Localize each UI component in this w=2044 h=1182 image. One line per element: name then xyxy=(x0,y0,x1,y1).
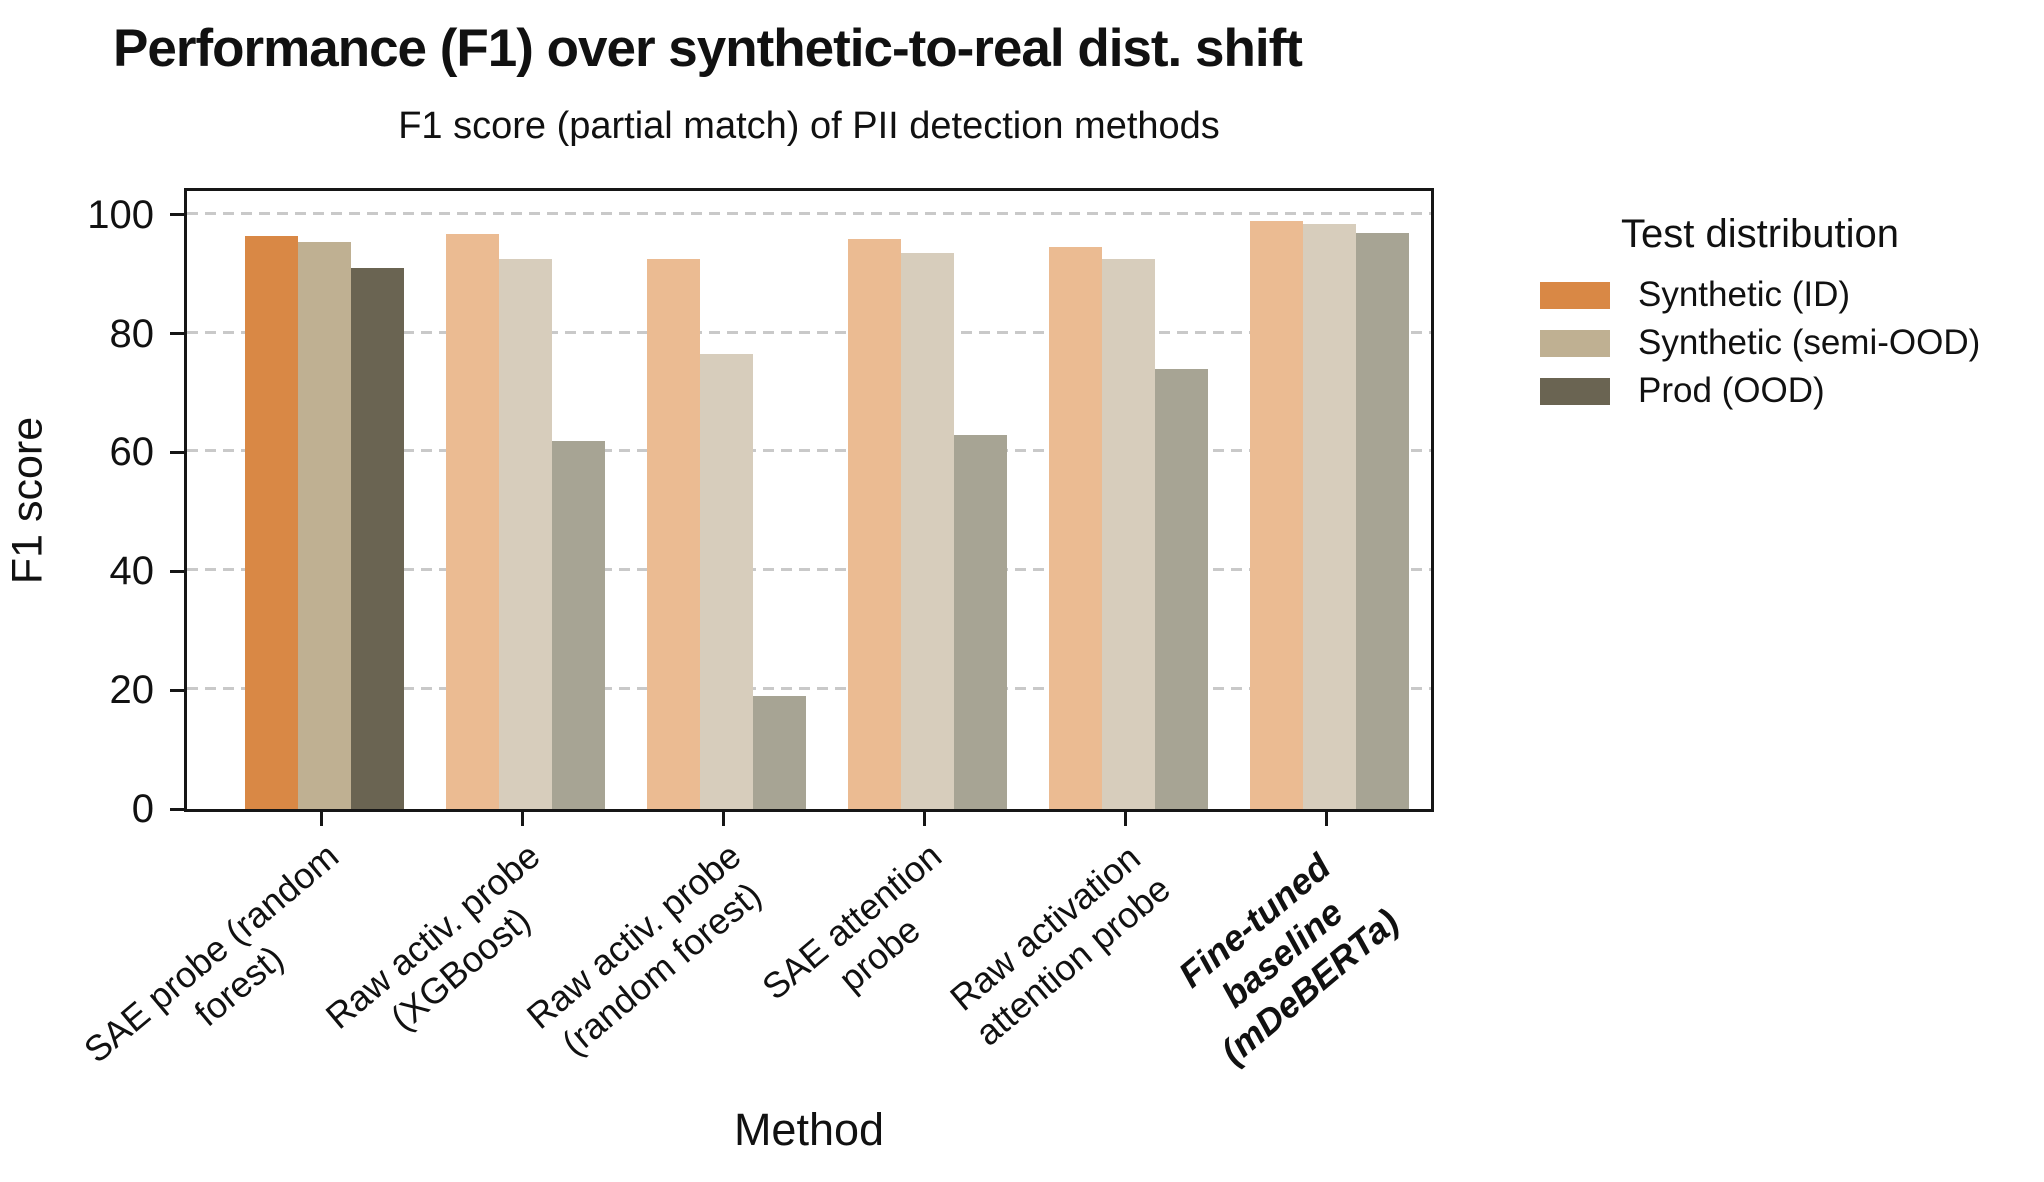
legend-item: Prod (OOD) xyxy=(1540,367,2040,415)
plot-area xyxy=(184,188,1434,812)
x-tick-mark xyxy=(319,812,323,826)
legend-swatch-synthetic-semi-ood xyxy=(1540,329,1610,357)
bar-prod-ood-cat2 xyxy=(752,696,806,809)
y-tick-label-80: 80 xyxy=(109,311,155,356)
legend-swatch-synthetic-id xyxy=(1540,281,1610,309)
y-tick-mark xyxy=(170,332,184,336)
legend-label: Prod (OOD) xyxy=(1638,371,1825,410)
gridline-y-20 xyxy=(187,687,1431,691)
bar-synthetic-id-cat4 xyxy=(1048,247,1102,809)
bar-synthetic-semi-ood-cat4 xyxy=(1101,259,1155,809)
y-tick-label-40: 40 xyxy=(109,549,155,594)
y-tick-label-0: 0 xyxy=(131,787,154,831)
y-tick-mark xyxy=(170,569,184,573)
x-tick-mark xyxy=(520,812,524,826)
bar-prod-ood-cat3 xyxy=(953,434,1007,809)
legend: Test distribution Synthetic (ID) Synthet… xyxy=(1540,212,2040,415)
x-tick-mark xyxy=(1324,812,1328,826)
y-tick-mark xyxy=(170,450,184,454)
legend-label: Synthetic (ID) xyxy=(1638,275,1850,314)
bar-synthetic-id-cat0 xyxy=(244,235,298,809)
bar-prod-ood-cat1 xyxy=(551,440,605,809)
legend-title: Test distribution xyxy=(1621,212,1899,256)
y-axis-label: F1 score xyxy=(3,416,52,585)
x-axis-label: Method xyxy=(733,1104,885,1155)
x-tick-label-cat0: SAE probe (random forest) xyxy=(75,834,346,1071)
y-tick-label-20: 20 xyxy=(109,668,155,713)
y-tick-mark xyxy=(170,213,184,217)
chart-subtitle: F1 score (partial match) of PII detectio… xyxy=(398,105,1220,147)
chart-title: Performance (F1) over synthetic-to-real … xyxy=(113,19,1303,78)
bar-prod-ood-cat4 xyxy=(1154,369,1208,809)
x-tick-label-cat5: Fine-tuned baseline (mDeBERTa) xyxy=(1170,845,1407,1073)
gridline-y-40 xyxy=(187,568,1431,572)
x-tick-mark xyxy=(721,812,725,826)
bar-synthetic-semi-ood-cat3 xyxy=(900,253,954,809)
bar-synthetic-id-cat5 xyxy=(1249,220,1303,809)
bar-synthetic-semi-ood-cat0 xyxy=(297,241,351,809)
legend-item: Synthetic (semi-OOD) xyxy=(1540,319,2040,367)
bar-synthetic-id-cat1 xyxy=(445,233,499,809)
y-tick-label-60: 60 xyxy=(109,430,155,475)
legend-label: Synthetic (semi-OOD) xyxy=(1638,323,1981,362)
gridline-y-80 xyxy=(187,330,1431,334)
x-tick-label-cat3: SAE attention probe xyxy=(753,834,949,1008)
bar-prod-ood-cat5 xyxy=(1355,232,1409,809)
y-tick-label-100: 100 xyxy=(87,192,154,237)
x-tick-label-cat2: Raw activ. probe (random forest) xyxy=(518,834,769,1064)
bar-synthetic-id-cat3 xyxy=(847,238,901,809)
x-tick-label-cat1: Raw activ. probe (XGBoost) xyxy=(317,834,547,1039)
bar-synthetic-semi-ood-cat2 xyxy=(699,354,753,809)
x-tick-mark xyxy=(1123,812,1127,826)
x-tick-label-cat4: Raw activation attention probe xyxy=(941,836,1178,1054)
legend-item: Synthetic (ID) xyxy=(1540,271,2040,319)
bar-synthetic-semi-ood-cat5 xyxy=(1302,223,1356,809)
bar-synthetic-semi-ood-cat1 xyxy=(498,259,552,809)
y-tick-mark xyxy=(170,807,184,811)
gridline-y-100 xyxy=(187,211,1431,215)
legend-swatch-prod-ood xyxy=(1540,377,1610,405)
gridline-y-60 xyxy=(187,449,1431,453)
x-tick-mark xyxy=(922,812,926,826)
bar-synthetic-id-cat2 xyxy=(646,259,700,809)
bar-prod-ood-cat0 xyxy=(350,268,404,809)
y-tick-mark xyxy=(170,688,184,692)
